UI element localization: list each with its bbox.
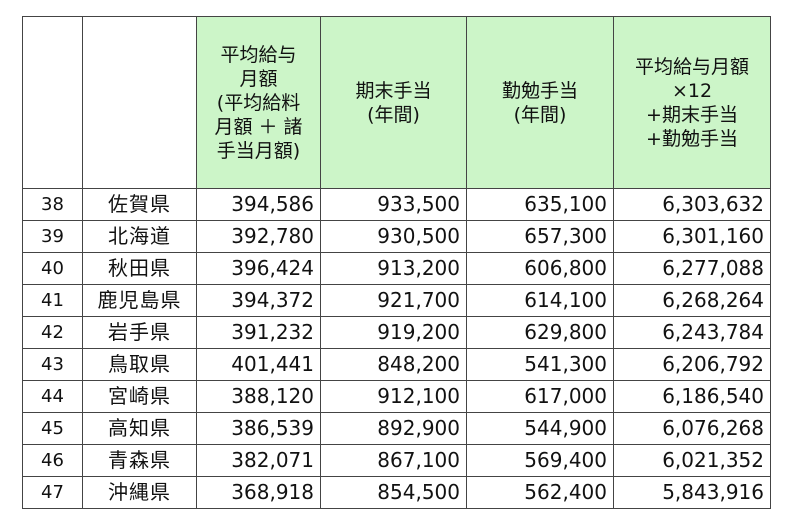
prefecture-cell: 沖縄県 [82,476,197,509]
table-row: 38 佐賀県 394,586 933,500 635,100 6,303,632 [22,188,771,221]
term-end-allowance-cell: 921,700 [320,284,467,317]
annual-total-cell: 6,206,792 [613,348,771,381]
table-row: 41 鹿児島県 394,372 921,700 614,100 6,268,264 [22,284,771,317]
term-end-allowance-cell: 892,900 [320,412,467,445]
term-end-allowance-cell: 854,500 [320,476,467,509]
avg-monthly-cell: 382,071 [196,444,321,477]
avg-monthly-cell: 396,424 [196,252,321,285]
table-row: 45 高知県 386,539 892,900 544,900 6,076,268 [22,412,771,445]
table-row: 47 沖縄県 368,918 854,500 562,400 5,843,916 [22,476,771,509]
avg-monthly-cell: 394,372 [196,284,321,317]
annual-total-cell: 6,076,268 [613,412,771,445]
prefecture-cell: 秋田県 [82,252,197,285]
prefecture-cell: 高知県 [82,412,197,445]
table-row: 46 青森県 382,071 867,100 569,400 6,021,352 [22,444,771,477]
avg-monthly-cell: 391,232 [196,316,321,349]
header-rank [22,16,83,189]
annual-total-cell: 6,186,540 [613,380,771,413]
header-annual-total: 平均給与月額 ×12 +期末手当 +勤勉手当 [613,16,771,189]
header-term-end-allowance: 期末手当 (年間) [320,16,467,189]
table-body: 38 佐賀県 394,586 933,500 635,100 6,303,632 39 北海道… [22,188,771,509]
diligence-allowance-cell: 541,300 [466,348,614,381]
diligence-allowance-cell: 544,900 [466,412,614,445]
term-end-allowance-cell: 848,200 [320,348,467,381]
avg-monthly-cell: 368,918 [196,476,321,509]
prefecture-cell: 鹿児島県 [82,284,197,317]
rank-cell: 46 [22,444,83,477]
rank-cell: 40 [22,252,83,285]
avg-monthly-cell: 388,120 [196,380,321,413]
diligence-allowance-cell: 617,000 [466,380,614,413]
table-row: 40 秋田県 396,424 913,200 606,800 6,277,088 [22,252,771,285]
avg-monthly-cell: 394,586 [196,188,321,221]
rank-cell: 42 [22,316,83,349]
diligence-allowance-cell: 635,100 [466,188,614,221]
prefecture-cell: 鳥取県 [82,348,197,381]
table-row: 42 岩手県 391,232 919,200 629,800 6,243,784 [22,316,771,349]
annual-total-cell: 6,243,784 [613,316,771,349]
header-row: 平均給与 月額 (平均給料 月額 ＋ 諸 手当月額) 期末手当 (年間) 勤勉手… [22,16,771,189]
diligence-allowance-cell: 562,400 [466,476,614,509]
diligence-allowance-cell: 657,300 [466,220,614,253]
table-row: 43 鳥取県 401,441 848,200 541,300 6,206,792 [22,348,771,381]
annual-total-cell: 6,268,264 [613,284,771,317]
prefecture-cell: 岩手県 [82,316,197,349]
header-avg-monthly: 平均給与 月額 (平均給料 月額 ＋ 諸 手当月額) [196,16,321,189]
rank-cell: 38 [22,188,83,221]
diligence-allowance-cell: 629,800 [466,316,614,349]
diligence-allowance-cell: 569,400 [466,444,614,477]
prefecture-cell: 青森県 [82,444,197,477]
table-row: 39 北海道 392,780 930,500 657,300 6,301,160 [22,220,771,253]
term-end-allowance-cell: 930,500 [320,220,467,253]
rank-cell: 39 [22,220,83,253]
rank-cell: 45 [22,412,83,445]
avg-monthly-cell: 392,780 [196,220,321,253]
rank-cell: 47 [22,476,83,509]
rank-cell: 41 [22,284,83,317]
table-row: 44 宮崎県 388,120 912,100 617,000 6,186,540 [22,380,771,413]
term-end-allowance-cell: 912,100 [320,380,467,413]
prefecture-cell: 北海道 [82,220,197,253]
annual-total-cell: 6,301,160 [613,220,771,253]
avg-monthly-cell: 401,441 [196,348,321,381]
annual-total-cell: 6,277,088 [613,252,771,285]
term-end-allowance-cell: 913,200 [320,252,467,285]
annual-total-cell: 5,843,916 [613,476,771,509]
rank-cell: 44 [22,380,83,413]
term-end-allowance-cell: 867,100 [320,444,467,477]
header-prefecture [82,16,197,189]
prefecture-cell: 宮崎県 [82,380,197,413]
diligence-allowance-cell: 606,800 [466,252,614,285]
prefecture-cell: 佐賀県 [82,188,197,221]
term-end-allowance-cell: 933,500 [320,188,467,221]
annual-total-cell: 6,303,632 [613,188,771,221]
diligence-allowance-cell: 614,100 [466,284,614,317]
avg-monthly-cell: 386,539 [196,412,321,445]
rank-cell: 43 [22,348,83,381]
header-diligence-allowance: 勤勉手当 (年間) [466,16,614,189]
salary-ranking-table: 平均給与 月額 (平均給料 月額 ＋ 諸 手当月額) 期末手当 (年間) 勤勉手… [22,16,771,509]
term-end-allowance-cell: 919,200 [320,316,467,349]
annual-total-cell: 6,021,352 [613,444,771,477]
